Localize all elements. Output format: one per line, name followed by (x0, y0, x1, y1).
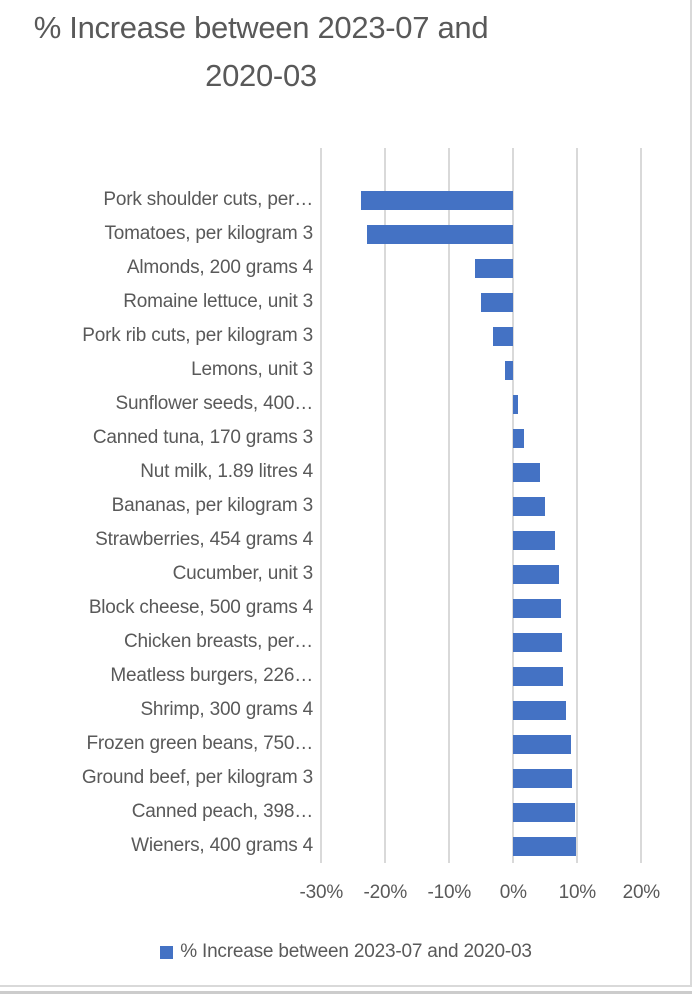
bar[interactable] (513, 394, 518, 414)
gridline--10% (448, 148, 451, 863)
chart-title: % Increase between 2023-07 and 2020-03 (0, 4, 522, 100)
legend[interactable]: % Increase between 2023-07 and 2020-03 (0, 940, 692, 964)
bar[interactable] (513, 564, 560, 584)
gridline-20% (640, 148, 643, 863)
category-label: Pork rib cuts, per kilogram 3 (82, 325, 313, 346)
bar[interactable] (513, 598, 562, 618)
bar[interactable] (513, 836, 577, 856)
gridline-10% (576, 148, 579, 863)
gridline--30% (320, 148, 323, 863)
category-label: Frozen green beans, 750… (86, 733, 313, 754)
chart-title-line2: 2020-03 (205, 58, 317, 93)
category-label: Tomatoes, per kilogram 3 (104, 223, 313, 244)
category-label: Block cheese, 500 grams 4 (88, 597, 313, 618)
category-label: Pork shoulder cuts, per… (103, 189, 313, 210)
bar[interactable] (513, 496, 546, 516)
category-label: Sunflower seeds, 400… (115, 393, 313, 414)
category-label: Canned peach, 398… (131, 801, 313, 822)
category-label: Romaine lettuce, unit 3 (123, 291, 313, 312)
chart-bottom-border (0, 985, 692, 987)
bar[interactable] (513, 632, 562, 652)
bar[interactable] (360, 190, 514, 210)
legend-marker-icon (160, 945, 174, 959)
x-axis-tick-10%: 10% (558, 882, 597, 903)
category-label: Bananas, per kilogram 3 (111, 495, 314, 516)
bar[interactable] (504, 360, 514, 380)
legend-label: % Increase between 2023-07 and 2020-03 (180, 941, 532, 962)
bar[interactable] (513, 802, 575, 822)
window-bottom-edge (0, 991, 692, 994)
category-label: Nut milk, 1.89 litres 4 (140, 461, 313, 482)
x-axis-tick-20%: 20% (622, 882, 661, 903)
category-label: Shrimp, 300 grams 4 (140, 699, 313, 720)
category-label: Strawberries, 454 grams 4 (95, 529, 313, 550)
x-axis-tick--20%: -20% (363, 882, 408, 903)
gridline--20% (384, 148, 387, 863)
category-label: Canned tuna, 170 grams 3 (92, 427, 313, 448)
bar[interactable] (366, 224, 514, 244)
category-label: Chicken breasts, per… (123, 631, 313, 652)
bar[interactable] (513, 768, 573, 788)
category-label: Ground beef, per kilogram 3 (81, 767, 313, 788)
bar[interactable] (513, 666, 564, 686)
bar[interactable] (513, 462, 541, 482)
category-label: Cucumber, unit 3 (172, 563, 314, 584)
category-label: Lemons, unit 3 (191, 359, 313, 380)
bar[interactable] (513, 700, 566, 720)
bar[interactable] (480, 292, 514, 312)
bar[interactable] (492, 326, 514, 346)
x-axis-tick--10%: -10% (427, 882, 472, 903)
category-label: Almonds, 200 grams 4 (126, 257, 313, 278)
chart-right-border (690, 0, 692, 986)
bar[interactable] (474, 258, 514, 278)
x-axis-tick--30%: -30% (299, 882, 344, 903)
x-axis-tick-0%: 0% (499, 882, 527, 903)
chart-title-line1: % Increase between 2023-07 and (33, 10, 489, 45)
bar[interactable] (513, 428, 525, 448)
bar[interactable] (513, 734, 571, 754)
category-label: Meatless burgers, 226… (110, 665, 313, 686)
bar[interactable] (513, 530, 555, 550)
category-label: Wieners, 400 grams 4 (131, 835, 313, 856)
